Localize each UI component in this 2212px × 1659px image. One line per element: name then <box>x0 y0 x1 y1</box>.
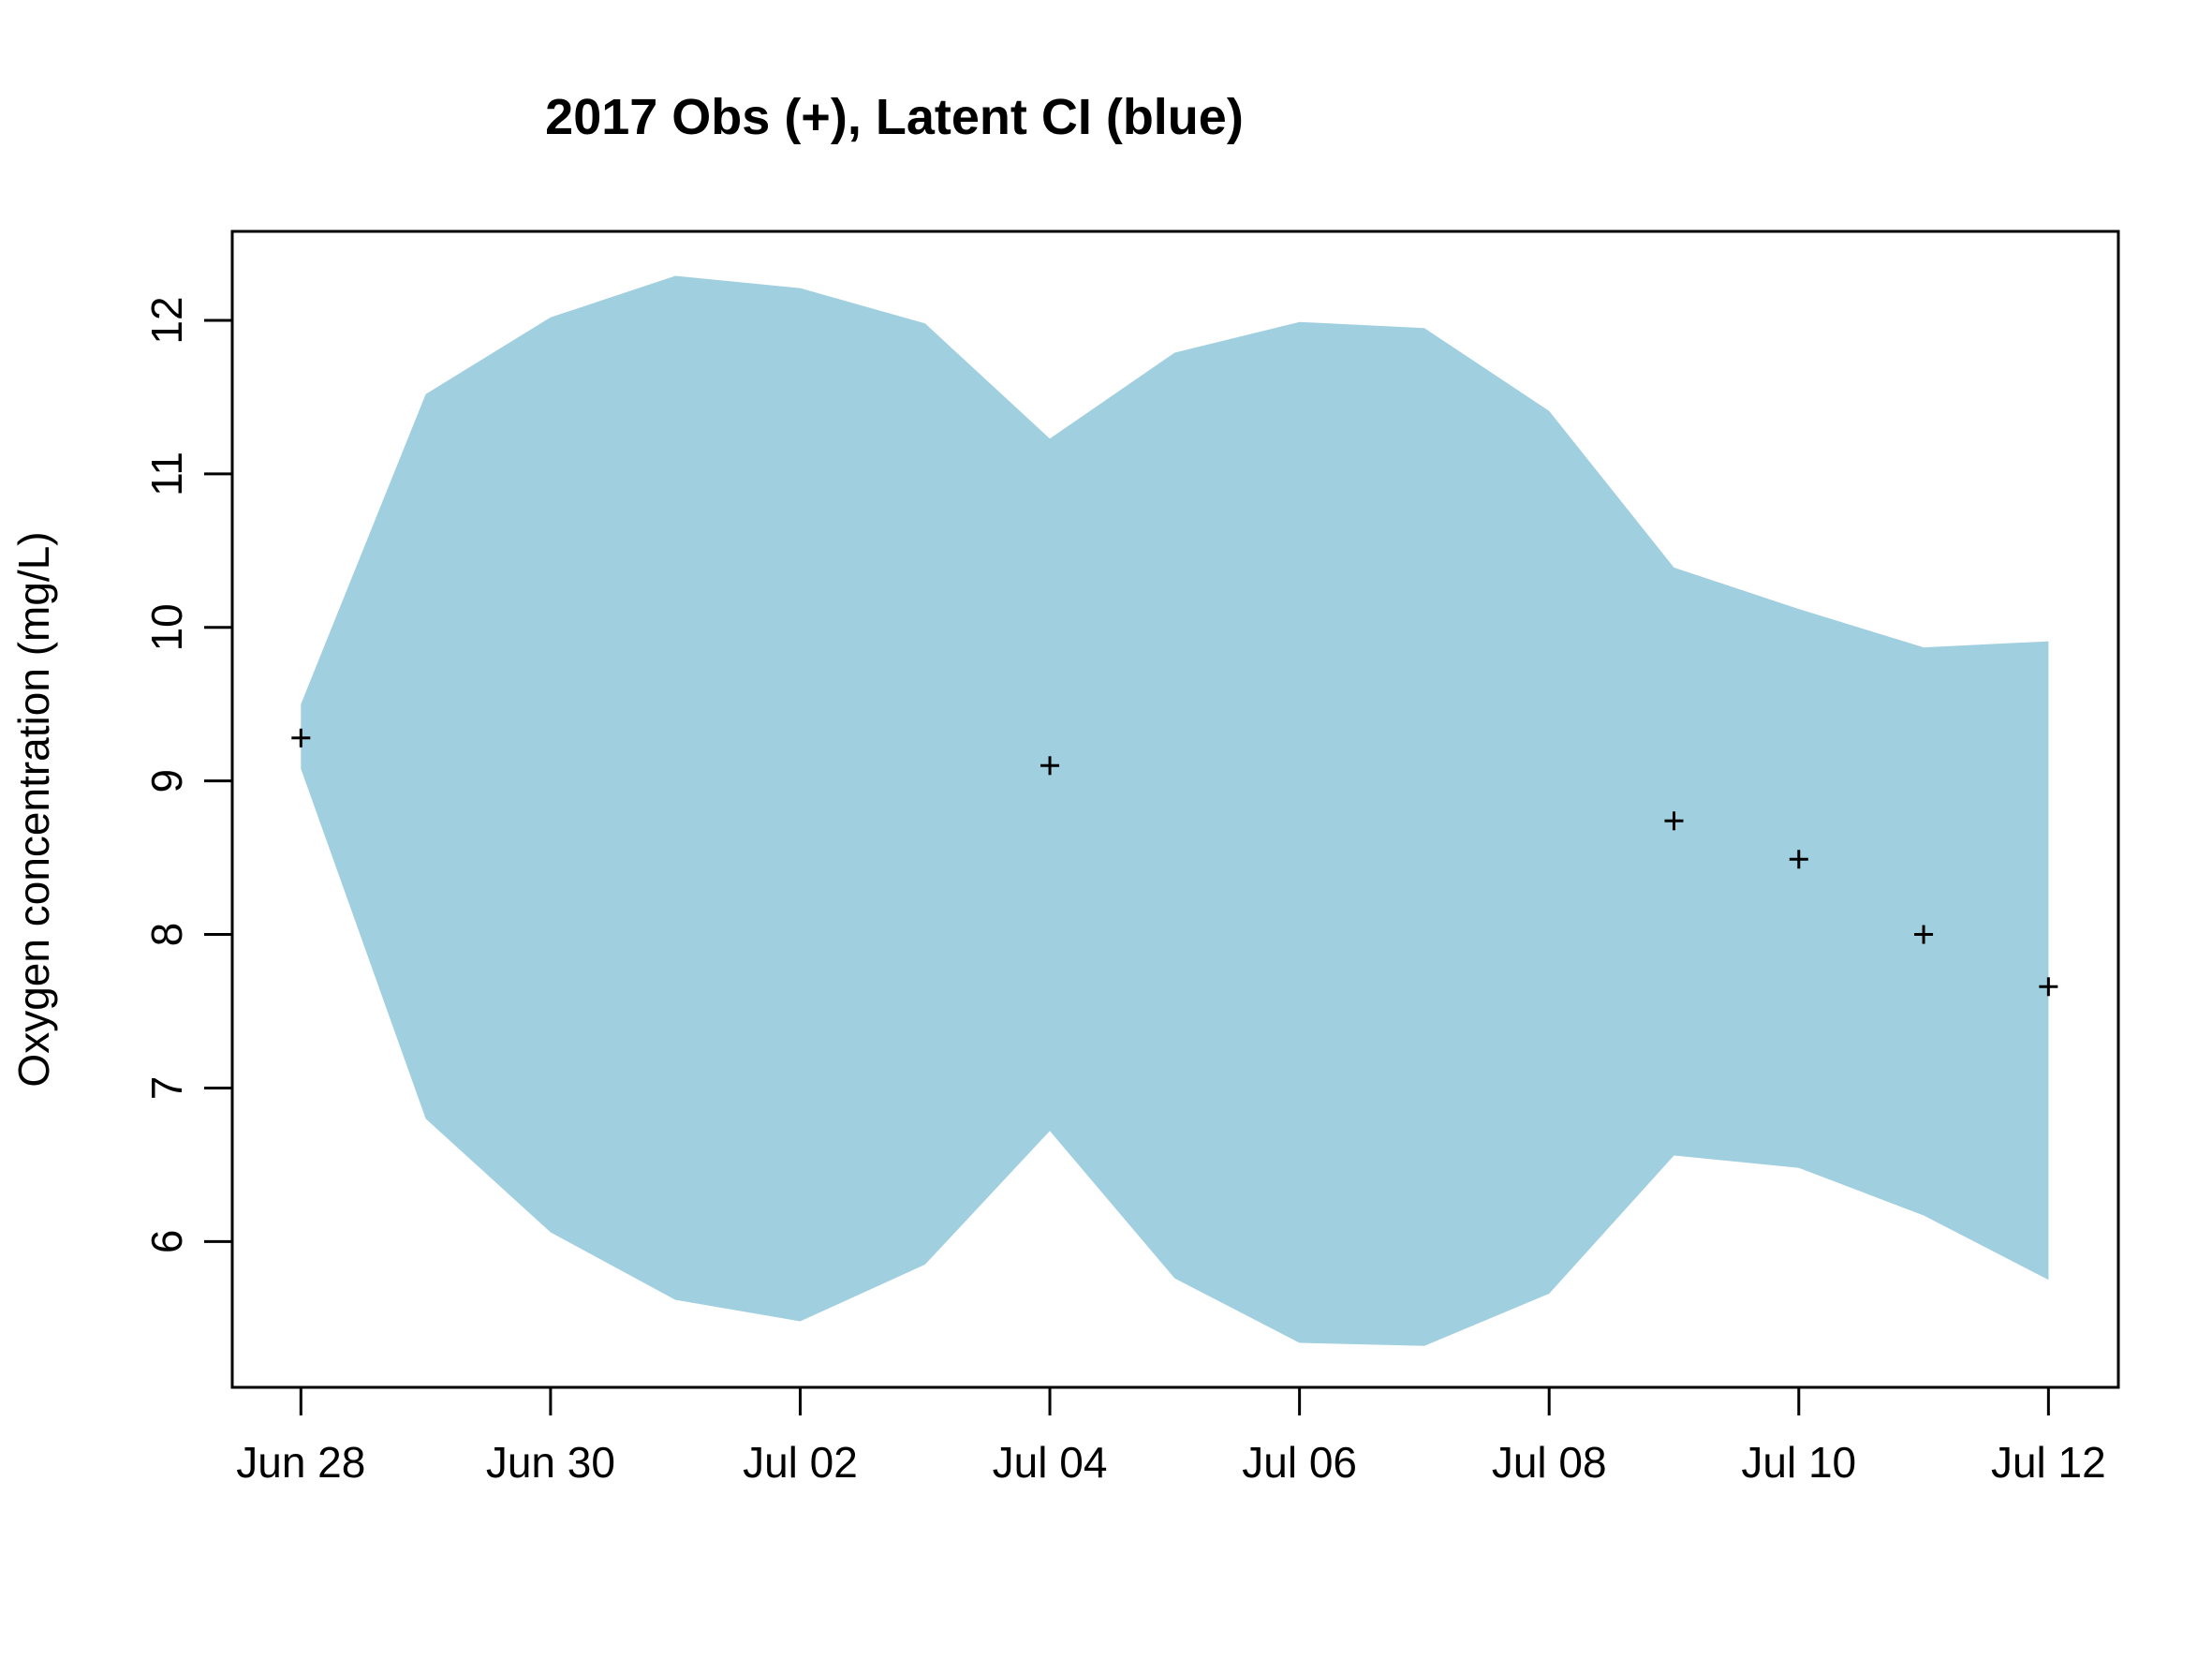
x-tick-label: Jun 28 <box>236 1438 365 1487</box>
y-tick-label: 10 <box>142 603 191 651</box>
x-tick-label: Jul 04 <box>993 1438 1108 1487</box>
x-axis: Jun 28 Jun 30 Jul 02 Jul 04 Jul 06 Jul 08 Jul … <box>236 1385 2106 1487</box>
x-tick-label: Jul 08 <box>1492 1438 1607 1487</box>
chart-title: 2017 Obs (+), Latent CI (blue) <box>545 89 1244 145</box>
y-tick-label: 8 <box>142 923 191 947</box>
obs-point <box>291 728 311 748</box>
obs-point <box>2039 977 2058 997</box>
obs-point <box>1914 925 1934 944</box>
y-tick-label: 12 <box>142 296 191 344</box>
y-axis-title: Oxygen concentration (mg/L) <box>9 531 58 1087</box>
y-tick-label: 9 <box>142 769 191 793</box>
obs-point <box>1040 756 1060 776</box>
y-axis: 6 7 8 9 10 11 12 <box>142 296 234 1254</box>
x-tick-label: Jul 06 <box>1242 1438 1357 1487</box>
x-tick-label: Jun 30 <box>486 1438 615 1487</box>
obs-point <box>1789 850 1808 869</box>
obs-point <box>1664 811 1684 831</box>
y-tick-label: 7 <box>142 1076 191 1101</box>
x-tick-label: Jul 02 <box>743 1438 858 1487</box>
x-tick-label: Jul 10 <box>1741 1438 1856 1487</box>
y-tick-label: 6 <box>142 1230 191 1254</box>
y-tick-label: 11 <box>142 452 191 496</box>
plot-layer <box>291 275 2058 1346</box>
latent-ci-band <box>301 275 2049 1346</box>
x-tick-label: Jul 12 <box>1991 1438 2106 1487</box>
